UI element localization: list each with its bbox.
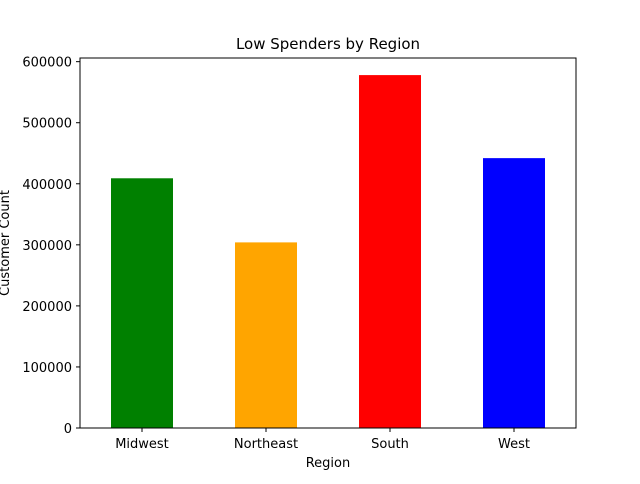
bar-south bbox=[359, 75, 421, 429]
y-axis: 0 100000 200000 300000 400000 500000 600000 bbox=[22, 56, 80, 437]
y-tick-label: 500000 bbox=[22, 117, 72, 132]
plot-area-frame bbox=[79, 57, 577, 429]
x-axis-label: Region bbox=[306, 456, 351, 471]
bar-midwest bbox=[111, 178, 173, 428]
y-tick-label: 300000 bbox=[22, 239, 72, 254]
y-tick-label: 400000 bbox=[22, 178, 72, 193]
y-axis-label: Customer Count bbox=[0, 190, 13, 296]
chart-title: Low Spenders by Region bbox=[236, 35, 420, 53]
y-tick-label: 0 bbox=[64, 422, 72, 437]
bar-west bbox=[483, 158, 545, 428]
bar-northeast bbox=[235, 242, 297, 428]
x-tick-label: West bbox=[498, 437, 530, 452]
y-tick-label: 100000 bbox=[22, 361, 72, 376]
x-tick-label: Northeast bbox=[234, 437, 298, 452]
x-tick-label: Midwest bbox=[115, 437, 169, 452]
bars-group bbox=[111, 75, 545, 429]
x-tick-label: South bbox=[371, 437, 409, 452]
y-tick-label: 200000 bbox=[22, 300, 72, 315]
y-tick-label: 600000 bbox=[22, 56, 72, 71]
x-axis: Midwest Northeast South West bbox=[115, 428, 530, 452]
